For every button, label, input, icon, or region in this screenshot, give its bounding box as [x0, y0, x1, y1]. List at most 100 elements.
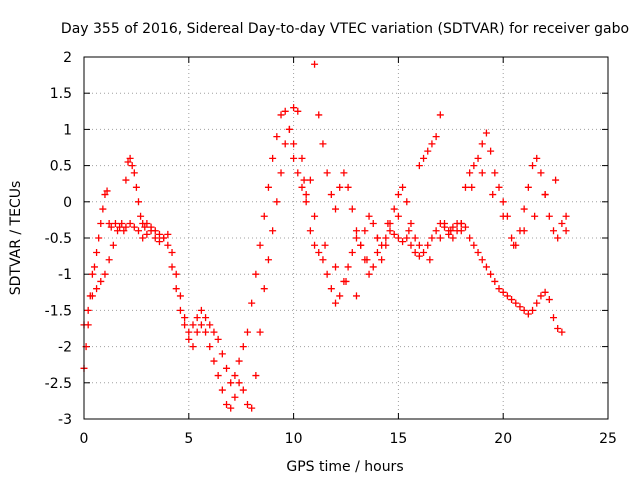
data-point-marker — [105, 256, 113, 264]
y-axis-label: SDTVAR / TECUs — [8, 181, 24, 296]
data-point-marker — [128, 162, 136, 170]
data-point-marker — [529, 306, 537, 314]
data-point-marker — [281, 107, 289, 115]
data-point-marker — [394, 191, 402, 199]
data-point-marker — [97, 220, 105, 228]
data-point-marker — [520, 306, 528, 314]
data-point-marker — [466, 169, 474, 177]
data-point-marker — [407, 220, 415, 228]
data-point-marker — [558, 220, 566, 228]
data-point-marker — [340, 169, 348, 177]
data-point-marker — [84, 306, 92, 314]
data-point-marker — [181, 314, 189, 322]
data-point-marker — [277, 169, 285, 177]
data-point-marker — [420, 154, 428, 162]
data-point-marker — [141, 223, 149, 231]
y-tick-label: 0 — [63, 195, 72, 211]
data-point-marker — [487, 147, 495, 155]
data-point-marker — [499, 288, 507, 296]
data-point-marker — [399, 238, 407, 246]
data-point-marker — [478, 140, 486, 148]
data-point-marker — [95, 234, 103, 242]
data-point-marker — [227, 379, 235, 387]
data-point-marker — [499, 212, 507, 220]
data-point-marker — [151, 234, 159, 242]
data-point-marker — [210, 328, 218, 336]
data-point-marker — [390, 230, 398, 238]
data-point-marker — [105, 220, 113, 228]
data-point-marker — [403, 234, 411, 242]
data-point-marker — [239, 386, 247, 394]
x-tick-label: 10 — [285, 431, 303, 447]
data-point-marker — [189, 343, 197, 351]
data-point-marker — [243, 401, 251, 409]
data-point-marker — [181, 321, 189, 329]
data-point-marker — [394, 212, 402, 220]
data-point-marker — [449, 223, 457, 231]
data-point-marker — [558, 328, 566, 336]
data-point-marker — [223, 401, 231, 409]
data-point-marker — [185, 328, 193, 336]
data-point-marker — [352, 292, 360, 300]
data-point-marker — [88, 270, 96, 278]
data-point-marker — [562, 227, 570, 235]
data-point-marker — [554, 234, 562, 242]
data-point-marker — [461, 183, 469, 191]
data-point-marker — [457, 220, 465, 228]
data-point-marker — [124, 158, 132, 166]
data-point-marker — [300, 176, 308, 184]
data-point-marker — [399, 183, 407, 191]
data-point-marker — [319, 140, 327, 148]
x-tick-label: 5 — [184, 431, 193, 447]
data-point-marker — [327, 285, 335, 293]
data-point-marker — [520, 205, 528, 213]
data-point-marker — [352, 227, 360, 235]
data-point-marker — [231, 372, 239, 380]
data-point-marker — [390, 205, 398, 213]
data-point-marker — [363, 256, 371, 264]
data-point-marker — [365, 270, 373, 278]
data-point-marker — [114, 227, 122, 235]
data-point-marker — [202, 314, 210, 322]
data-point-marker — [327, 191, 335, 199]
data-point-marker — [424, 147, 432, 155]
data-point-marker — [90, 263, 98, 271]
data-point-marker — [373, 248, 381, 256]
data-point-marker — [134, 227, 142, 235]
data-point-marker — [290, 104, 298, 112]
data-point-marker — [466, 234, 474, 242]
data-point-marker — [436, 234, 444, 242]
data-point-marker — [415, 162, 423, 170]
data-point-marker — [436, 220, 444, 228]
data-point-marker — [172, 285, 180, 293]
data-point-marker — [311, 60, 319, 68]
data-point-marker — [197, 306, 205, 314]
series-track-b — [80, 104, 566, 412]
data-point-marker — [552, 176, 560, 184]
x-tick-label: 20 — [494, 431, 512, 447]
data-point-marker — [378, 256, 386, 264]
data-point-marker — [218, 350, 226, 358]
y-tick-label: -3 — [58, 412, 72, 428]
data-point-marker — [382, 234, 390, 242]
data-point-marker — [130, 169, 138, 177]
data-point-marker — [378, 241, 386, 249]
data-point-marker — [248, 404, 256, 412]
data-point-marker — [348, 205, 356, 213]
data-point-marker — [168, 263, 176, 271]
data-point-marker — [143, 220, 151, 228]
data-point-marker — [97, 277, 105, 285]
data-point-marker — [256, 241, 264, 249]
data-point-marker — [332, 205, 340, 213]
data-point-marker — [411, 234, 419, 242]
data-point-marker — [99, 205, 107, 213]
data-point-marker — [441, 223, 449, 231]
data-point-marker — [369, 220, 377, 228]
data-point-marker — [386, 227, 394, 235]
data-point-marker — [116, 223, 124, 231]
data-point-marker — [122, 176, 130, 184]
y-tick-label: 1 — [63, 122, 72, 138]
data-point-marker — [315, 248, 323, 256]
data-point-marker — [336, 183, 344, 191]
